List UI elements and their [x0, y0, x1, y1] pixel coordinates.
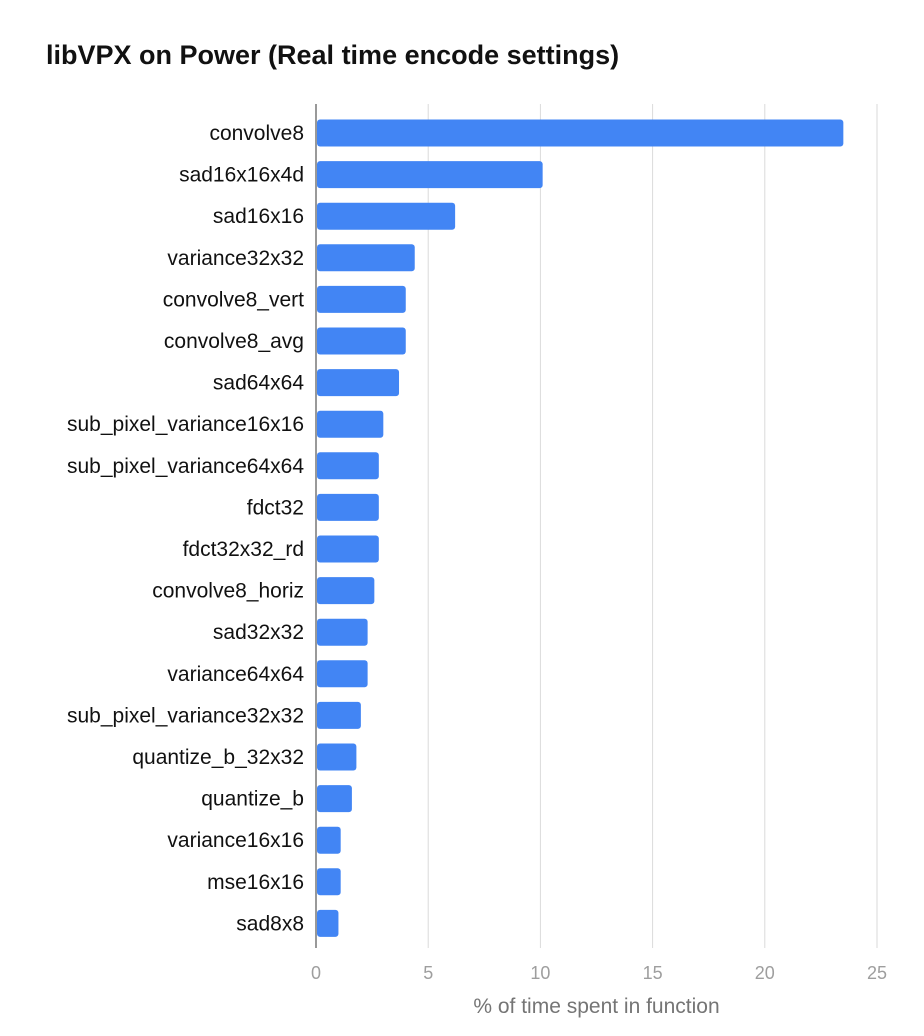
bar-convolve8-vert: [317, 285, 406, 313]
bar-convolve8-horiz: [317, 577, 375, 605]
category-label: sub_pixel_variance64x64: [67, 455, 304, 478]
bar-sad8x8: [317, 909, 339, 937]
bar-sub-pixel-variance32x32: [317, 701, 361, 729]
bar-variance16x16: [317, 826, 341, 854]
bar-fdct32: [317, 493, 379, 521]
category-label: sub_pixel_variance16x16: [67, 413, 304, 436]
bar-fdct32x32-rd: [317, 535, 379, 563]
category-label: variance32x32: [167, 247, 304, 270]
x-tick-label: 20: [755, 963, 775, 983]
bar-convolve8: [317, 119, 844, 147]
bar-sad16x16x4d: [317, 161, 543, 189]
category-labels: convolve8 sad16x16x4d sad16x16 variance32x3…: [67, 122, 304, 935]
category-label: convolve8_horiz: [152, 580, 304, 603]
category-label: fdct32: [247, 496, 304, 519]
bars: [317, 119, 844, 937]
grid-lines: [427, 104, 878, 948]
category-label: sad32x32: [213, 621, 304, 644]
x-tick-label: 5: [423, 963, 433, 983]
category-label: convolve8: [209, 122, 304, 145]
category-label: variance16x16: [167, 829, 304, 852]
category-label: sad16x16: [213, 205, 304, 228]
x-axis-title: % of time spent in function: [473, 995, 719, 1018]
category-label: convolve8_vert: [163, 288, 304, 311]
x-tick-label: 25: [867, 963, 887, 983]
category-label: mse16x16: [207, 871, 304, 894]
bar-sad32x32: [317, 618, 368, 646]
category-label: sub_pixel_variance32x32: [67, 704, 304, 727]
chart-title: libVPX on Power (Real time encode settin…: [46, 40, 620, 70]
category-label: quantize_b: [201, 788, 304, 811]
bar-sub-pixel-variance16x16: [317, 410, 384, 438]
bar-convolve8-avg: [317, 327, 406, 355]
category-label: fdct32x32_rd: [183, 538, 304, 561]
x-tick-label: 15: [643, 963, 663, 983]
bar-variance32x32: [317, 244, 415, 272]
category-label: convolve8_avg: [164, 330, 304, 353]
x-tick-labels: 0 5 10 15 20 25: [311, 963, 887, 983]
bar-sad64x64: [317, 369, 400, 397]
bar-quantize-b: [317, 785, 352, 813]
category-label: quantize_b_32x32: [132, 746, 304, 769]
category-label: sad64x64: [213, 372, 304, 395]
x-tick-label: 0: [311, 963, 321, 983]
category-label: sad16x16x4d: [179, 164, 304, 187]
category-label: variance64x64: [167, 663, 304, 686]
bar-variance64x64: [317, 660, 368, 688]
bar-sub-pixel-variance64x64: [317, 452, 379, 480]
category-label: sad8x8: [236, 912, 304, 935]
x-tick-label: 10: [530, 963, 550, 983]
bar-mse16x16: [317, 868, 341, 896]
bar-sad16x16: [317, 202, 456, 230]
bar-quantize-b-32x32: [317, 743, 357, 771]
